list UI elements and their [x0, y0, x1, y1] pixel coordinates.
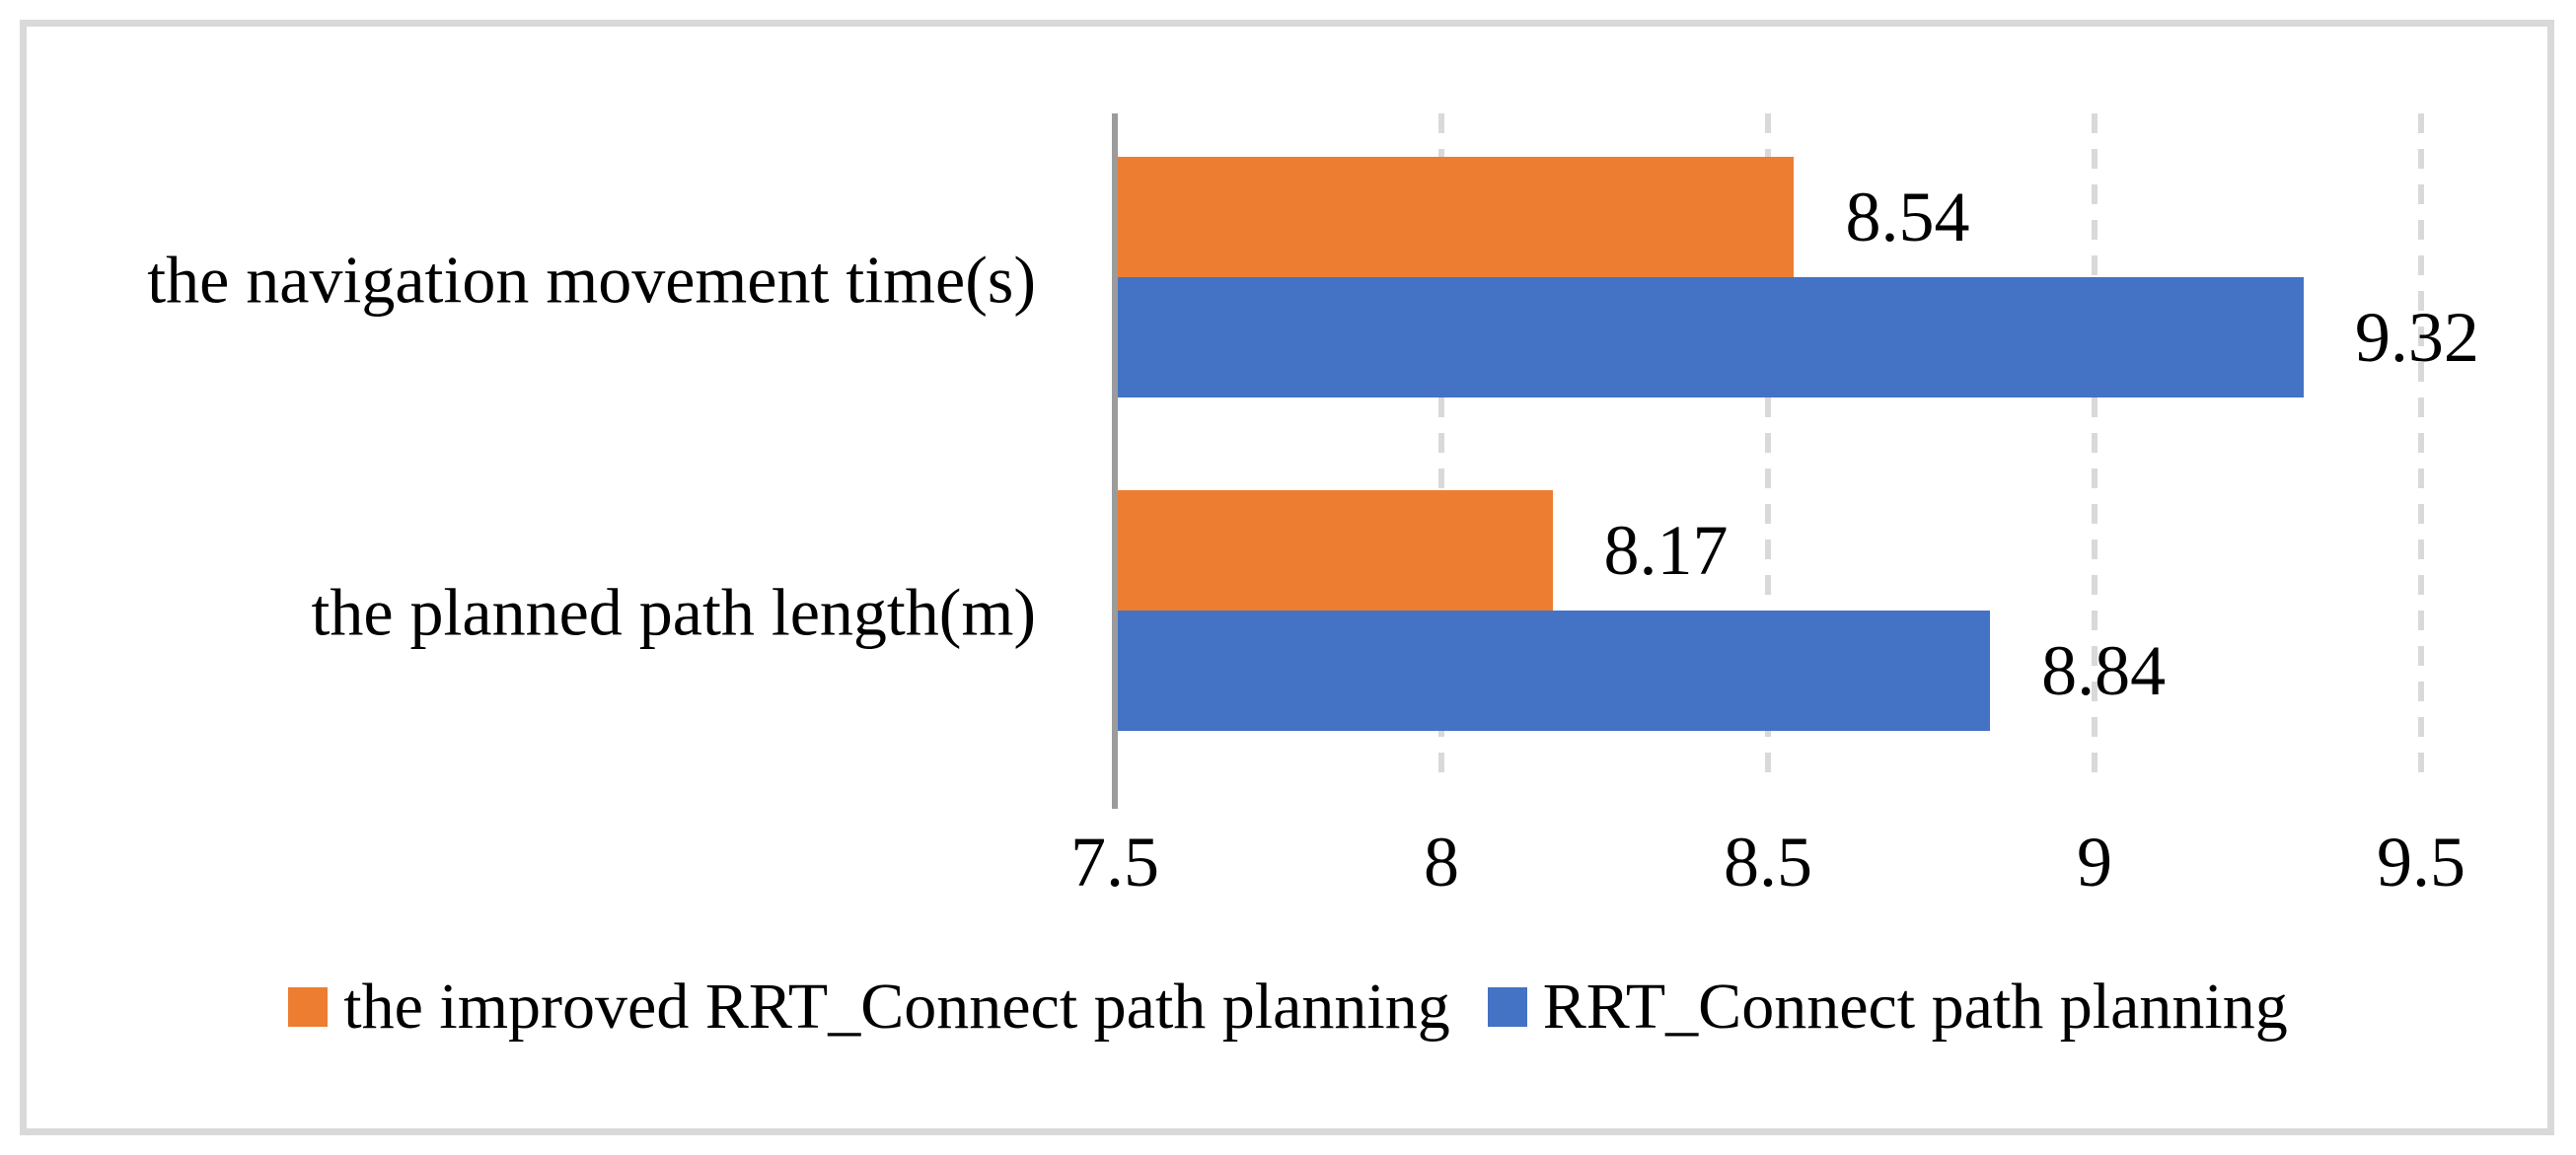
gridline: [1438, 113, 1444, 779]
data-label: 8.84: [2041, 630, 2167, 710]
bar-rrt-cat1: [1118, 610, 1991, 731]
value-axis-tick: 8: [1424, 823, 1459, 902]
chart-border-frame: [20, 20, 2554, 1135]
gridline: [2092, 113, 2098, 779]
legend: the improved RRT_Connect path planning RR…: [0, 975, 2576, 1040]
legend-swatch-icon: [288, 987, 329, 1027]
data-label: 8.54: [1845, 178, 1970, 256]
legend-item-improved: the improved RRT_Connect path planning: [288, 975, 1450, 1040]
legend-label: RRT_Connect path planning: [1542, 971, 2288, 1043]
category-label: the planned path length(m): [311, 574, 1036, 650]
bar-rrt-cat0: [1118, 277, 2304, 397]
category-axis-line: [1112, 113, 1118, 809]
bar-improved-cat1: [1118, 489, 1553, 611]
legend-label: the improved RRT_Connect path planning: [343, 971, 1450, 1043]
value-axis-tick: 9: [2077, 823, 2112, 902]
data-label: 8.17: [1603, 510, 1729, 590]
value-axis-tick: 9.5: [2377, 823, 2466, 902]
legend-item-rrt: RRT_Connect path planning: [1487, 971, 2288, 1043]
legend-swatch-icon: [1487, 987, 1527, 1027]
value-axis-tick: 7.5: [1070, 823, 1159, 902]
value-axis-tick: 8.5: [1724, 823, 1812, 902]
gridline: [2418, 113, 2424, 779]
gridline: [1765, 113, 1771, 779]
category-label: the navigation movement time(s): [147, 242, 1036, 318]
data-label: 9.32: [2354, 298, 2479, 377]
bar-improved-cat0: [1118, 157, 1795, 277]
